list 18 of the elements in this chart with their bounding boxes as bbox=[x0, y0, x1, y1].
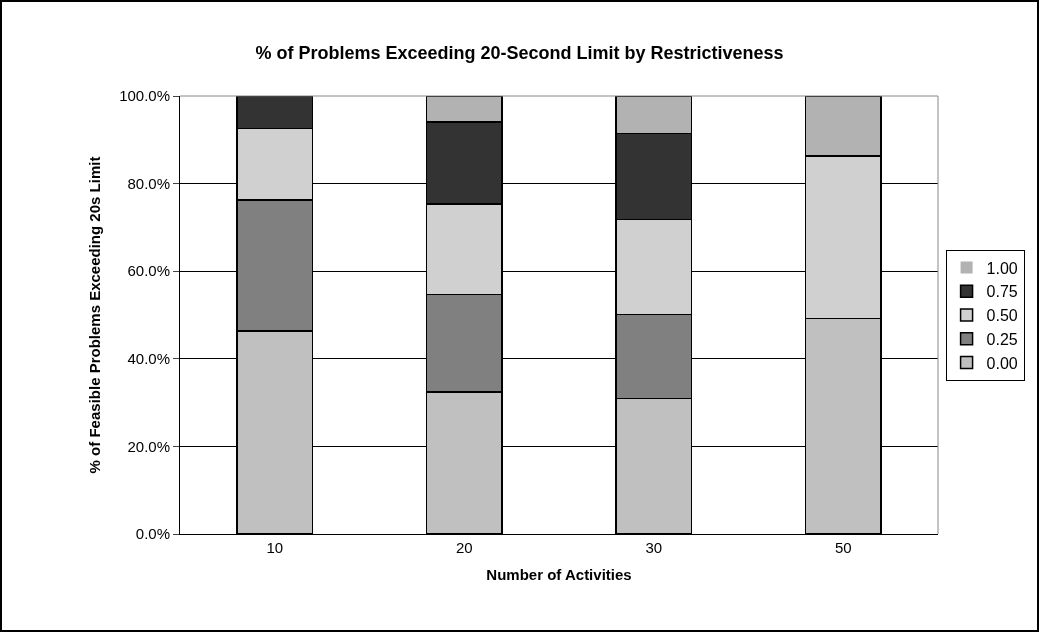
legend-label: 0.00 bbox=[986, 354, 1018, 372]
y-tick-label: 80.0% bbox=[127, 174, 170, 192]
legend-label: 1.00 bbox=[986, 259, 1018, 277]
legend-label: 0.75 bbox=[986, 283, 1018, 301]
y-tick-label: 0.0% bbox=[135, 525, 170, 543]
x-tick-label: 10 bbox=[266, 539, 284, 556]
legend-label: 0.50 bbox=[986, 307, 1018, 325]
y-tick-label: 40.0% bbox=[127, 350, 170, 368]
x-axis-title: Number of Activities bbox=[486, 566, 632, 583]
x-tick-label: 20 bbox=[455, 539, 473, 556]
x-tick-label: 50 bbox=[834, 539, 852, 556]
legend-label: 0.25 bbox=[986, 331, 1018, 349]
x-tick-label: 30 bbox=[645, 539, 663, 556]
y-tick-label: 60.0% bbox=[127, 262, 170, 280]
y-axis-title: % of Feasible Problems Exceeding 20s Limit bbox=[86, 156, 104, 474]
y-tick-label: 100.0% bbox=[119, 87, 170, 105]
y-tick-label: 20.0% bbox=[127, 437, 170, 455]
chart-title: % of Problems Exceeding 20-Second Limit by Restrictiveness bbox=[255, 42, 784, 63]
